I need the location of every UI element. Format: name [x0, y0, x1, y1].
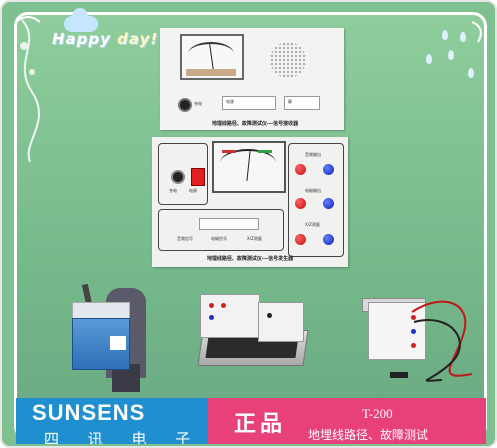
- receiver-meter: [180, 34, 244, 80]
- model-description: 地埋线路径、故障测试: [308, 428, 429, 442]
- device-knob: [267, 313, 272, 318]
- raindrop-icon: [448, 50, 454, 60]
- generator-caption: 地埋线路径、故障测试仪---信号发生器: [206, 256, 294, 262]
- model-number: T-200: [362, 406, 393, 421]
- meter-scale: [188, 42, 234, 66]
- receiver-knob: [178, 98, 192, 112]
- mode-label-xz: X/Z测量: [247, 236, 262, 241]
- generator-label-charge: 充电: [169, 188, 177, 193]
- case-label: [110, 336, 126, 350]
- meter-base: [186, 69, 236, 76]
- generator-power-section: 充电 电源: [158, 143, 208, 205]
- mode-label-audio: 音频信号: [177, 236, 193, 241]
- receiver-switch: [222, 96, 276, 110]
- receiver-label-mute: 静: [288, 99, 292, 104]
- device-jack: [221, 303, 226, 308]
- generator-panel: 充电 电源 音频输出 电磁输出 X/Z测量 音频信号 电磁信号 X/Z测量 地埋…: [152, 137, 348, 267]
- mode-label-em: 电磁信号: [211, 236, 227, 241]
- blue-output-jack: [323, 234, 334, 245]
- speaker-grille: [270, 42, 306, 78]
- cloud-icon: [64, 8, 98, 32]
- receiver-device: [258, 302, 304, 342]
- meter-red-zone: [222, 150, 236, 153]
- day-text: day!: [117, 30, 159, 48]
- product-banner: 正品 T-200 地埋线路径、故障测试: [208, 398, 486, 444]
- red-output-jack: [295, 198, 306, 209]
- device-jack: [411, 315, 416, 320]
- receiver-panel: 充电 电源 静 地埋线路径、故障测试仪---信号接收器: [160, 28, 344, 130]
- device-with-cables: [368, 302, 426, 360]
- raindrop-icon: [442, 30, 448, 40]
- generator-mode-switch: 音频信号 电磁信号 X/Z测量: [158, 209, 284, 251]
- device-jack: [411, 329, 416, 334]
- raindrop-icon: [426, 54, 432, 64]
- output-label-em: 电磁输出: [305, 188, 321, 193]
- meter-green-zone: [258, 150, 272, 153]
- generator-device: [200, 294, 260, 338]
- happy-text: Happy: [52, 30, 111, 48]
- generator-output-section: 音频输出 电磁输出 X/Z测量: [288, 143, 344, 257]
- happy-day-title: Happy day!: [52, 30, 158, 48]
- receiver-label-power: 电源: [226, 99, 234, 104]
- generator-label-power: 电源: [189, 188, 197, 193]
- generator-knob: [171, 170, 185, 184]
- brand-name-cn: 四 讯 电 子: [44, 430, 203, 444]
- power-switch-red: [191, 168, 205, 186]
- receiver-caption: 地埋线路径、故障测试仪---信号接收器: [211, 121, 299, 127]
- receiver-label-charge: 充电: [194, 101, 202, 106]
- output-label-audio: 音频输出: [305, 152, 321, 157]
- device-jack: [209, 315, 214, 320]
- red-output-jack: [295, 164, 306, 175]
- device-jack: [411, 343, 416, 348]
- blue-output-jack: [323, 164, 334, 175]
- red-output-jack: [295, 234, 306, 245]
- receiver-mute-switch: [284, 96, 320, 110]
- output-label-xz: X/Z测量: [305, 222, 320, 227]
- blue-carry-case: [72, 318, 130, 370]
- mode-slider: [199, 218, 259, 230]
- raindrop-icon: [460, 32, 466, 42]
- generator-meter: [212, 141, 286, 193]
- genuine-label: 正品: [234, 412, 287, 437]
- blue-output-jack: [323, 198, 334, 209]
- meter-arc: [220, 149, 276, 177]
- device-jack: [209, 303, 214, 308]
- brand-banner: SUNSENS 四 讯 电 子: [16, 398, 208, 444]
- raindrop-icon: [468, 68, 474, 78]
- brand-name-en: SUNSENS: [32, 400, 146, 425]
